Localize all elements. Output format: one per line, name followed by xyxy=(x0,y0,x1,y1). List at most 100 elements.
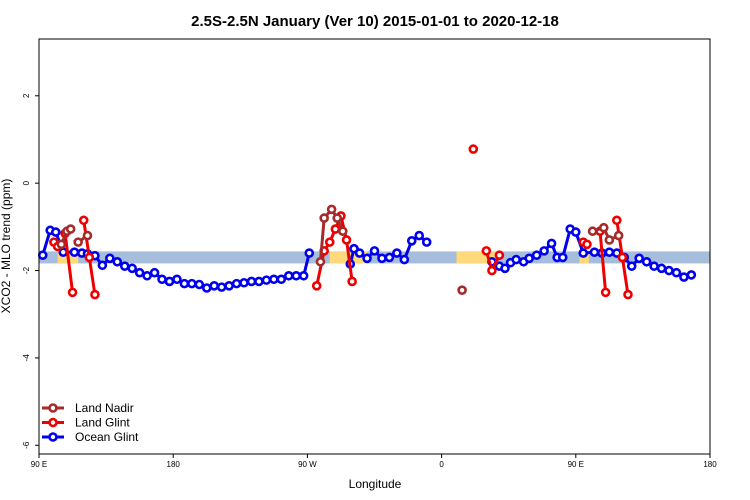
land-glint-point xyxy=(487,265,497,276)
ocean-glint-point xyxy=(626,261,637,271)
land-nadir-point xyxy=(604,235,615,245)
land-glint-point xyxy=(84,252,95,263)
ocean-glint-point xyxy=(149,267,160,278)
land-nadir-line-4 xyxy=(592,225,620,242)
plot-series xyxy=(37,144,697,300)
ocean-glint-point xyxy=(304,248,315,258)
land-nadir-point xyxy=(332,213,343,223)
ocean-glint-point xyxy=(671,267,682,278)
ocean-glint-point xyxy=(291,270,302,281)
land-nadir-point xyxy=(319,213,329,223)
land-glint-point xyxy=(78,215,89,226)
legend-label-ocean-glint: Ocean Glint xyxy=(75,430,139,444)
land-nadir-point xyxy=(598,222,609,233)
land-glint-point xyxy=(341,235,352,245)
ocean-glint-point xyxy=(511,254,521,265)
y-tick-label: 2 xyxy=(22,93,31,98)
ocean-glint-point xyxy=(127,263,137,274)
ocean-glint-point xyxy=(246,276,257,287)
y-tick-label: -2 xyxy=(22,266,31,274)
land-nadir-point xyxy=(457,285,467,295)
ocean-glint-point xyxy=(524,253,535,264)
y-tick-label: -4 xyxy=(22,354,31,362)
series-ocean-glint xyxy=(37,224,697,293)
ocean-glint-point xyxy=(298,270,309,281)
ocean-glint-point xyxy=(254,276,264,287)
ocean-glint-point xyxy=(179,278,190,289)
ocean-glint-point xyxy=(134,267,145,278)
land-glint-point xyxy=(582,239,592,250)
x-tick-label: 180 xyxy=(167,460,181,469)
legend-marker-land-nadir xyxy=(48,403,58,413)
ocean-glint-point xyxy=(634,253,644,264)
ocean-glint-point xyxy=(641,256,652,267)
land-nadir-point xyxy=(56,239,67,250)
land-nadir-point xyxy=(82,230,93,241)
land-glint-point xyxy=(347,276,357,287)
ocean-glint-point xyxy=(531,250,542,261)
land-glint-point xyxy=(468,144,479,154)
land-glint-line-1 xyxy=(63,233,75,293)
ocean-glint-point xyxy=(97,260,108,271)
ocean-glint-point xyxy=(187,278,197,289)
ocean-glint-point xyxy=(589,247,600,257)
x-axis-label: Longitude xyxy=(349,477,402,491)
ocean-glint-point xyxy=(201,283,212,293)
ocean-glint-point xyxy=(546,238,557,249)
land-glint-point xyxy=(600,287,611,298)
land-nadir-point xyxy=(587,226,598,237)
ocean-glint-point xyxy=(216,282,227,292)
ocean-glint-point xyxy=(105,253,115,264)
ocean-glint-point xyxy=(539,246,549,256)
ocean-glint-point xyxy=(239,277,249,288)
ocean-glint-point xyxy=(69,247,80,257)
ocean-glint-point xyxy=(157,274,167,285)
land-glint-point xyxy=(623,289,633,300)
ocean-glint-point xyxy=(392,248,402,258)
land-nadir-point xyxy=(73,237,83,247)
legend-label-land-glint: Land Glint xyxy=(75,416,130,430)
ocean-glint-point xyxy=(570,227,581,237)
ocean-glint-point xyxy=(414,230,425,241)
ocean-glint-point xyxy=(421,237,432,247)
ocean-glint-point xyxy=(664,265,674,276)
ocean-glint-point xyxy=(142,270,152,281)
ocean-glint-point xyxy=(231,278,242,289)
ocean-glint-point xyxy=(362,253,372,264)
ocean-glint-point xyxy=(354,248,365,258)
ocean-glint-point xyxy=(384,252,395,263)
ocean-glint-point xyxy=(119,261,130,271)
ocean-glint-point xyxy=(261,275,272,285)
ocean-glint-point xyxy=(194,279,205,290)
land-glint-point xyxy=(617,252,628,263)
land-nadir-point xyxy=(65,224,76,234)
ocean-glint-point xyxy=(283,270,294,281)
x-tick-label: 90 E xyxy=(31,460,47,469)
land-glint-point xyxy=(481,246,492,256)
y-axis-label: XCO2 - MLO trend (ppm) xyxy=(0,179,13,314)
ocean-glint-point xyxy=(164,276,175,287)
ocean-glint-point xyxy=(369,246,380,256)
ocean-glint-point xyxy=(656,263,667,274)
ocean-glint-point xyxy=(209,281,220,291)
ocean-glint-point xyxy=(50,227,61,237)
chart-title: 2.5S-2.5N January (Ver 10) 2015-01-01 to… xyxy=(191,13,559,30)
x-tick-label: 180 xyxy=(703,460,717,469)
legend-marker-ocean-glint xyxy=(48,432,58,442)
x-axis: 90 E 180 90 W 0 90 E 180 xyxy=(31,454,717,469)
legend-label-land-nadir: Land Nadir xyxy=(75,401,134,415)
ocean-glint-point xyxy=(224,281,234,291)
ocean-glint-point xyxy=(399,254,410,265)
land-glint-point xyxy=(67,287,78,298)
ocean-glint-point xyxy=(500,263,510,274)
land-glint-point xyxy=(90,289,100,300)
ocean-glint-point xyxy=(649,261,659,271)
land-glint-point xyxy=(324,237,335,247)
land-nadir-point xyxy=(338,226,348,237)
series-land-nadir xyxy=(56,204,624,295)
ocean-glint-point xyxy=(679,272,689,282)
land-glint-point xyxy=(330,224,341,234)
y-tick-label: -6 xyxy=(22,441,31,449)
